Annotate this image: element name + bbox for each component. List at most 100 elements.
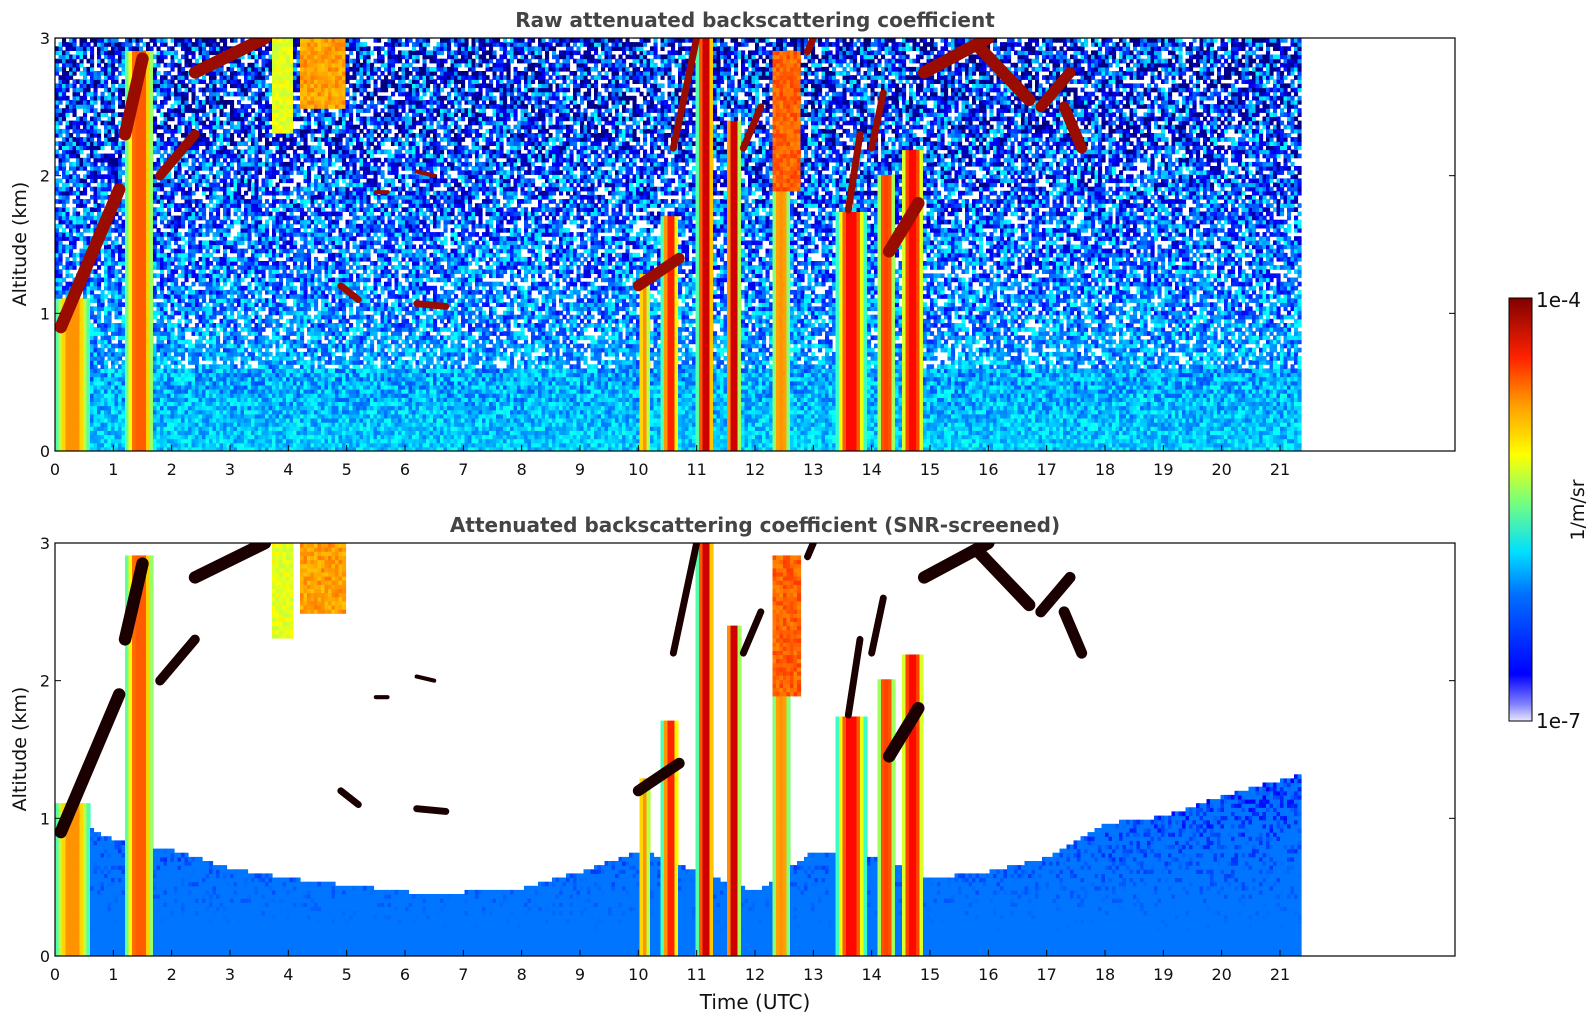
heatmap-cell — [87, 154, 91, 159]
heatmap-cell — [115, 88, 119, 93]
heatmap-cell — [101, 199, 105, 204]
heatmap-cell — [115, 294, 119, 299]
heatmap-cell — [66, 406, 70, 411]
heatmap-cell — [139, 422, 143, 427]
heatmap-raw — [55, 34, 1302, 452]
heatmap-cell — [122, 418, 126, 423]
heatmap-cell — [101, 145, 105, 150]
heatmap-cell — [94, 406, 98, 411]
heatmap-cell — [55, 261, 59, 266]
heatmap-cell — [118, 170, 122, 175]
heatmap-cell — [80, 364, 84, 369]
heatmap-cell — [104, 331, 108, 336]
heatmap-cell — [69, 360, 73, 365]
heatmap-cell — [55, 368, 59, 373]
heatmap-cell — [132, 323, 136, 328]
heatmap-cell — [94, 335, 98, 340]
heatmap-cell — [73, 220, 77, 225]
heatmap-cell — [80, 368, 84, 373]
heatmap-cell — [66, 232, 70, 237]
heatmap-cell — [122, 435, 126, 440]
heatmap-cell — [104, 282, 108, 287]
heatmap-cell — [101, 410, 105, 415]
heatmap-cell — [129, 145, 133, 150]
heatmap-cell — [59, 278, 63, 283]
heatmap-cell — [59, 166, 63, 171]
heatmap-cell — [125, 435, 129, 440]
heatmap-cell — [87, 389, 91, 394]
heatmap-cell — [83, 117, 87, 122]
heatmap-cell — [104, 269, 108, 274]
heatmap-cell — [55, 154, 59, 159]
heatmap-cell — [66, 373, 70, 378]
heatmap-cell — [97, 79, 101, 84]
heatmap-cell — [62, 364, 66, 369]
heatmap-cell — [136, 191, 140, 196]
heatmap-cell — [115, 59, 119, 64]
heatmap-cell — [76, 389, 80, 394]
heatmap-cell — [55, 245, 59, 250]
heatmap-cell — [66, 216, 70, 221]
heatmap-cell — [83, 340, 87, 345]
heatmap-cell — [122, 220, 126, 225]
heatmap-cell — [136, 364, 140, 369]
heatmap-cell — [73, 381, 77, 386]
heatmap-cell — [55, 298, 59, 303]
heatmap-cell — [97, 195, 101, 200]
heatmap-cell — [129, 269, 133, 274]
heatmap-cell — [97, 63, 101, 68]
heatmap-cell — [129, 71, 133, 76]
heatmap-cell — [90, 125, 94, 130]
heatmap-cell — [69, 63, 73, 68]
heatmap-cell — [136, 298, 140, 303]
heatmap-cell — [118, 269, 122, 274]
heatmap-cell — [104, 385, 108, 390]
heatmap-cell — [125, 269, 129, 274]
heatmap-cell — [111, 426, 115, 431]
heatmap-cell — [108, 290, 112, 295]
heatmap-cell — [62, 212, 66, 217]
heatmap-cell — [73, 125, 77, 130]
heatmap-cell — [104, 373, 108, 378]
heatmap-cell — [73, 344, 77, 349]
heatmap-cell — [97, 83, 101, 88]
heatmap-cell — [108, 178, 112, 183]
heatmap-cell — [129, 50, 133, 55]
heatmap-cell — [76, 133, 80, 138]
heatmap-cell — [55, 92, 59, 97]
heatmap-cell — [129, 381, 133, 386]
heatmap-cell — [87, 100, 91, 105]
heatmap-cell — [76, 331, 80, 336]
heatmap-cell — [125, 265, 129, 270]
heatmap-cell — [136, 162, 140, 167]
heatmap-cell — [118, 104, 122, 109]
heatmap-cell — [80, 311, 84, 316]
heatmap-cell — [139, 294, 143, 299]
heatmap-cell — [55, 381, 59, 386]
heatmap-cell — [87, 174, 91, 179]
heatmap-cell — [132, 294, 136, 299]
heatmap-cell — [94, 133, 98, 138]
heatmap-cell — [80, 232, 84, 237]
heatmap-cell — [118, 439, 122, 444]
heatmap-cell — [66, 352, 70, 357]
heatmap-cell — [55, 96, 59, 101]
heatmap-cell — [111, 50, 115, 55]
heatmap-cell — [129, 306, 133, 311]
heatmap-cell — [59, 224, 63, 229]
heatmap-cell — [66, 397, 70, 402]
heatmap-cell — [122, 273, 126, 278]
heatmap-cell — [108, 129, 112, 134]
heatmap-cell — [122, 426, 126, 431]
heatmap-cell — [80, 71, 84, 76]
heatmap-cell — [69, 108, 73, 113]
heatmap-cell — [101, 340, 105, 345]
heatmap-cell — [69, 426, 73, 431]
heatmap-cell — [62, 67, 66, 72]
heatmap-cell — [104, 306, 108, 311]
heatmap-cell — [66, 178, 70, 183]
heatmap-cell — [97, 294, 101, 299]
heatmap-cell — [132, 203, 136, 208]
heatmap-cell — [66, 335, 70, 340]
heatmap-cell — [76, 311, 80, 316]
